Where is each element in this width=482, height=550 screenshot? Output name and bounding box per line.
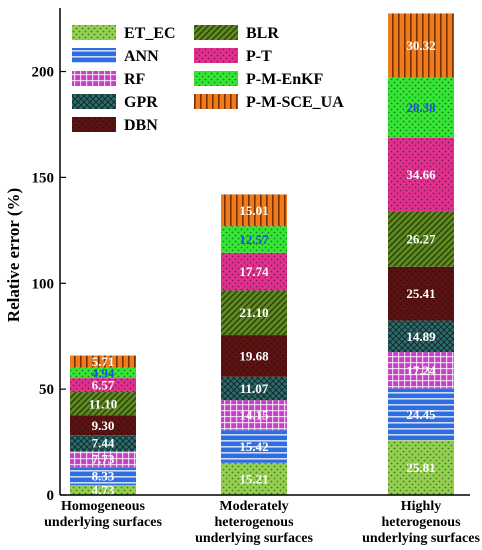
- bar-segment-p-m-enkf: [388, 77, 454, 138]
- data-label: 30.32: [406, 38, 435, 53]
- legend-item-p-m-enkf: P-M-EnKF: [194, 71, 324, 88]
- data-label: 11.07: [240, 381, 269, 396]
- legend-item-p-m-sce-ua: P-M-SCE_UA: [194, 94, 344, 111]
- bar-segment-blr: [70, 392, 136, 416]
- y-tick-label: 200: [32, 65, 55, 81]
- legend-item-ann: ANN: [72, 48, 159, 65]
- legend-label: ANN: [124, 48, 159, 65]
- data-label: 25.81: [406, 460, 435, 475]
- bar-segment-et-ec: [221, 462, 287, 495]
- bar-segment-ann: [221, 430, 287, 463]
- bar-segment-ann: [70, 467, 136, 485]
- legend-label: P-M-SCE_UA: [246, 94, 344, 111]
- legend-swatch: [194, 71, 238, 86]
- x-axis: Homogeneous underlying surfaces Moderately…: [44, 494, 480, 546]
- data-label: 7.73: [92, 452, 115, 467]
- data-label: 7.44: [92, 436, 115, 451]
- legend-label: ET_EC: [124, 25, 176, 42]
- bar-segment-gpr: [70, 435, 136, 451]
- data-label: 8.33: [92, 469, 115, 484]
- data-label: 14.15: [239, 408, 269, 423]
- legend-swatch: [72, 25, 116, 40]
- bar-segment-rf: [388, 352, 454, 389]
- legend-item-et-ec: ET_EC: [72, 25, 176, 42]
- data-label: 4.94: [92, 365, 115, 380]
- data-label: 17.74: [239, 264, 269, 279]
- bar-segment-p-m-sce-ua: [70, 355, 136, 368]
- data-label: 19.68: [239, 348, 269, 363]
- bar-segment-p-t: [70, 378, 136, 393]
- data-label: 17.24: [406, 363, 436, 378]
- data-label: 6.57: [92, 378, 115, 393]
- legend-swatch: [194, 94, 238, 109]
- bar-segment-p-m-enkf: [70, 367, 136, 379]
- legend-item-rf: RF: [72, 71, 146, 88]
- legend-label: RF: [124, 71, 146, 88]
- y-axis-title: Relative error (%): [4, 188, 23, 322]
- bar-segment-blr: [388, 211, 454, 267]
- bar-segment-gpr: [221, 376, 287, 401]
- bar-segment-p-t: [388, 137, 454, 212]
- legend-label: P-M-EnKF: [246, 71, 324, 88]
- bar-segment-rf: [221, 400, 287, 431]
- legend-item-gpr: GPR: [72, 94, 158, 111]
- y-tick-label: 100: [32, 276, 55, 292]
- legend-swatch: [72, 71, 116, 86]
- legend-swatch: [194, 48, 238, 63]
- bar-segment-p-m-enkf: [221, 226, 287, 253]
- bar-segment-dbn: [388, 266, 454, 321]
- bar-segment-p-m-sce-ua: [388, 13, 454, 78]
- bar-segment-dbn: [221, 335, 287, 377]
- data-label: 21.10: [239, 305, 268, 320]
- bar-segment-et-ec: [70, 484, 136, 495]
- bar-segment-rf: [70, 450, 136, 468]
- legend-label: GPR: [124, 94, 158, 111]
- data-label: 15.01: [239, 203, 268, 218]
- legend-swatch: [72, 94, 116, 109]
- legend: ET_EC ANN RF GPR DBN BLR P-T P-M-EnKF P-M-SCE_UA: [72, 25, 344, 134]
- bar-segment-dbn: [70, 415, 136, 436]
- data-label: 28.38: [406, 100, 436, 115]
- data-label: 15.21: [239, 471, 268, 486]
- data-label: 12.57: [239, 232, 269, 247]
- data-label: 9.30: [92, 418, 115, 433]
- y-tick-label: 150: [32, 170, 55, 186]
- bar-segment-et-ec: [388, 440, 454, 495]
- bar-segment-ann: [388, 388, 454, 441]
- data-label: 5.71: [92, 354, 115, 369]
- y-tick-label: 50: [39, 382, 54, 398]
- legend-label: P-T: [246, 48, 272, 65]
- bar-segment-p-m-sce-ua: [221, 194, 287, 227]
- data-label: 34.66: [406, 167, 436, 182]
- y-axis: 0 50 100 150 200: [32, 8, 66, 504]
- plot-area: 4.738.33 7.737.44 9.30 11.10 6.574.945.71 15.…: [70, 13, 454, 497]
- bar-segment-blr: [221, 290, 287, 336]
- x-tick-label: Highly heterogenous underlying surfaces: [362, 499, 480, 546]
- bar-segment-p-t: [221, 252, 287, 291]
- data-label: 24.45: [406, 407, 436, 422]
- legend-item-dbn: DBN: [72, 117, 158, 134]
- x-tick-label: Homogeneous underlying surfaces: [44, 499, 162, 530]
- legend-item-blr: BLR: [194, 25, 279, 42]
- x-tick-label: Moderately heterogenous underlying surface…: [195, 499, 313, 546]
- data-label: 26.27: [406, 231, 436, 246]
- legend-label: BLR: [246, 25, 279, 42]
- bar-segment-gpr: [388, 320, 454, 353]
- data-label: 15.42: [239, 439, 268, 454]
- data-label: 25.41: [406, 286, 435, 301]
- legend-label: DBN: [124, 117, 158, 134]
- legend-item-p-t: P-T: [194, 48, 272, 65]
- data-label: 14.89: [406, 329, 436, 344]
- y-tick-label: 0: [47, 488, 55, 504]
- legend-swatch: [194, 25, 238, 40]
- legend-swatch: [72, 117, 116, 132]
- data-label: 11.10: [89, 396, 118, 411]
- data-label: 4.73: [92, 482, 115, 497]
- legend-swatch: [72, 48, 116, 63]
